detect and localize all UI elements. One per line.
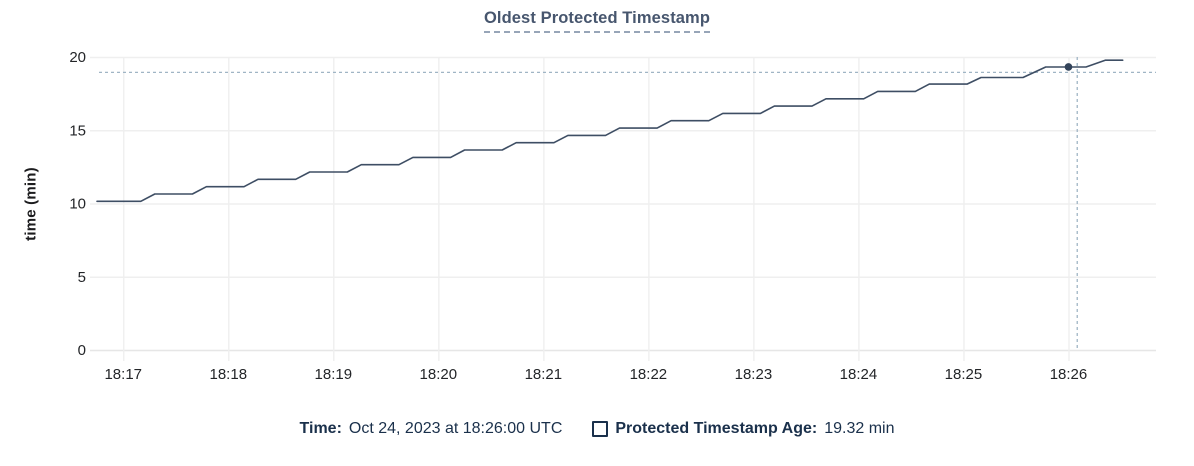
x-tick-label: 18:17: [104, 366, 142, 383]
y-tick-label: 15: [69, 122, 86, 139]
x-tick-label: 18:22: [630, 366, 668, 383]
y-tick-label: 20: [69, 49, 86, 66]
series-value: 19.32 min: [824, 420, 895, 437]
time-value: Oct 24, 2023 at 18:26:00 UTC: [348, 420, 563, 437]
plot-area[interactable]: 0 5 10 15 20 18:17 18:18 18:19 18:20 18:21 18:22 18…: [0, 0, 1194, 400]
time-label: Time:: [299, 420, 342, 437]
series-label: Protected Timestamp Age:: [615, 420, 818, 437]
legend-swatch: [592, 421, 609, 437]
x-tick-label: 18:19: [315, 366, 353, 383]
x-tick-label: 18:18: [210, 366, 248, 383]
x-tick-label: 18:21: [525, 366, 563, 383]
x-tick-label: 18:25: [945, 366, 983, 383]
hover-point-marker: [1064, 63, 1073, 71]
y-tick-label: 10: [69, 196, 86, 213]
y-tick-label: 5: [78, 269, 86, 286]
x-tick-label: 18:26: [1050, 366, 1088, 383]
chart-title-row: Oldest Protected Timestamp: [0, 9, 1194, 33]
chart-title[interactable]: Oldest Protected Timestamp: [483, 9, 711, 33]
y-tick-label: 0: [78, 342, 86, 359]
legend-item-protected-timestamp-age[interactable]: Protected Timestamp Age:: [592, 420, 817, 438]
hover-legend: Time: Oct 24, 2023 at 18:26:00 UTC Prote…: [0, 420, 1194, 438]
x-tick-label: 18:20: [420, 366, 458, 383]
x-tick-label: 18:24: [840, 366, 878, 383]
x-tick-label: 18:23: [735, 366, 773, 383]
series-line: [96, 59, 1124, 203]
